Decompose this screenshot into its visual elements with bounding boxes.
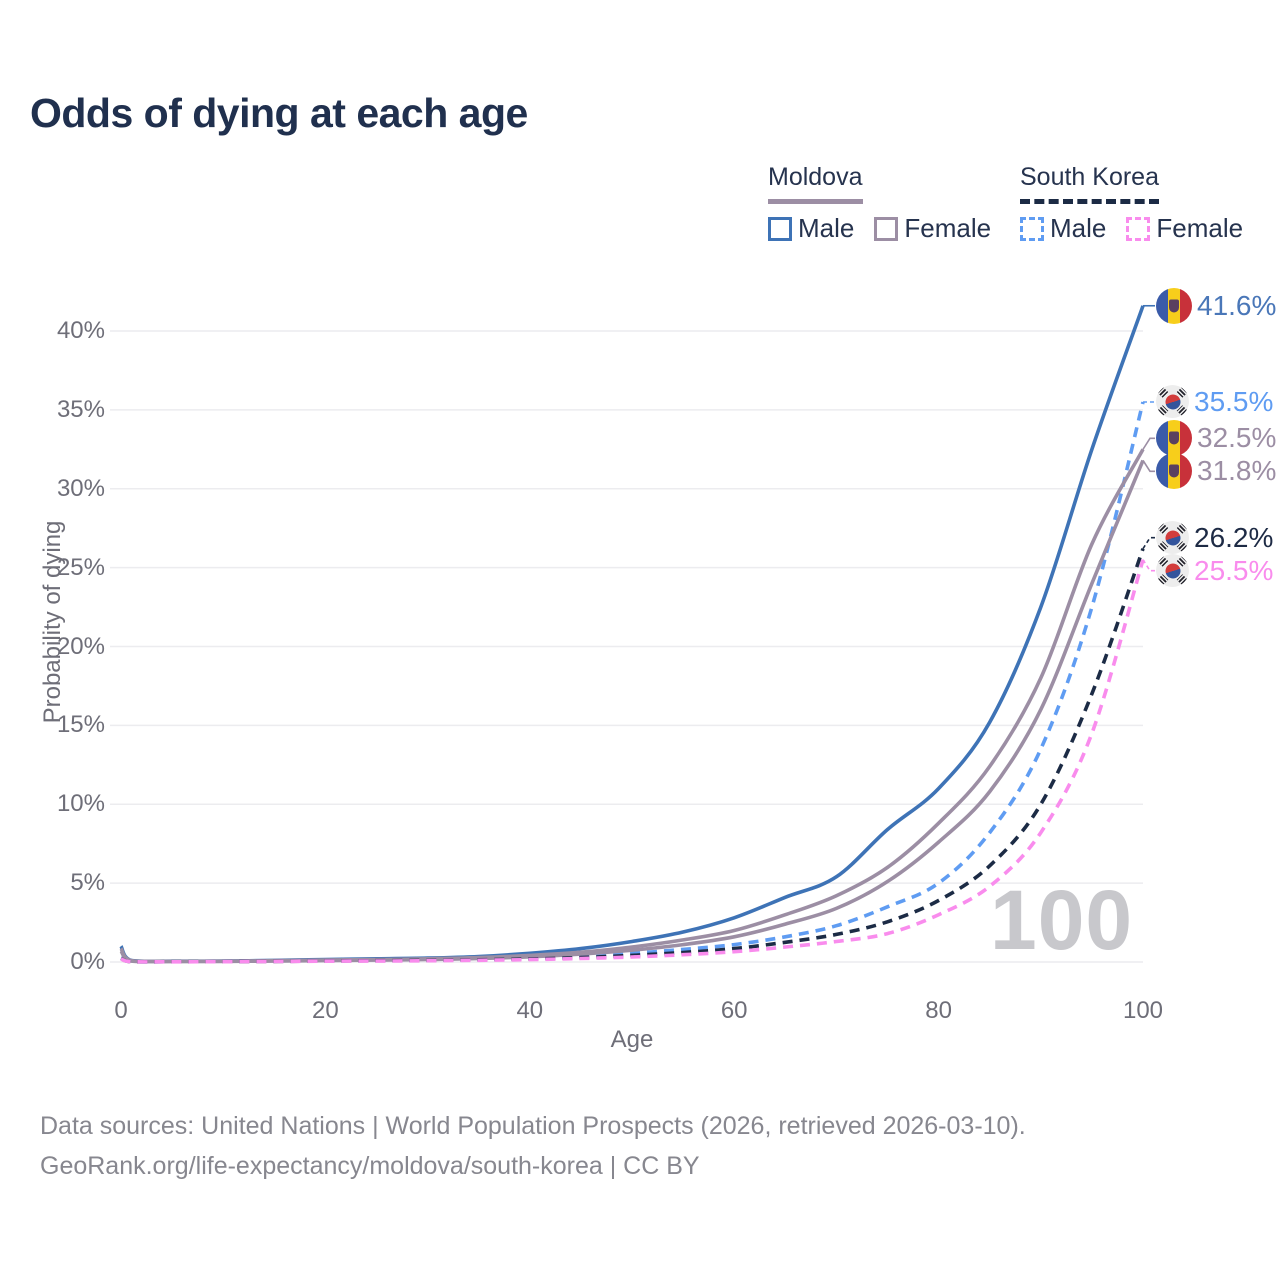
x-axis-title: Age (610, 1026, 654, 1053)
x-tick-label: 0 (114, 997, 128, 1024)
legend-group-moldova: Moldova Male Female (768, 163, 991, 244)
y-tick-label: 40% (56, 317, 105, 344)
legend-items-south-korea: Male Female (1020, 213, 1243, 244)
x-tick-label: 20 (312, 997, 339, 1024)
footer-sources: Data sources: United Nations | World Pop… (40, 1112, 1026, 1140)
korea-male-swatch-icon (1020, 216, 1044, 241)
leader-line (1142, 459, 1155, 473)
legend-item-moldova-female[interactable]: Female (874, 213, 991, 244)
legend-item-moldova-male[interactable]: Male (768, 213, 854, 244)
x-tick-label: 60 (720, 997, 748, 1024)
legend-item-korea-female[interactable]: Female (1126, 213, 1243, 244)
y-tick-label: 30% (56, 474, 105, 502)
y-tick-label: 10% (56, 790, 105, 818)
end-label-south-korea-both-sexes: 26.2% (1156, 519, 1273, 557)
end-label-south-korea-male: 35.5% (1156, 383, 1273, 421)
legend-label: Male (798, 213, 855, 243)
legend-header-south-korea[interactable]: South Korea (1020, 163, 1159, 204)
x-tick-label: 80 (925, 997, 952, 1024)
legend-group-south-korea: South Korea Male Female (1020, 163, 1243, 244)
legend-label: Female (904, 213, 992, 243)
legend-label: Male (1050, 213, 1107, 243)
end-value-label: 25.5% (1194, 554, 1274, 586)
age-watermark: 100 (990, 873, 1134, 967)
end-label-south-korea-female: 25.5% (1156, 552, 1273, 590)
end-label-moldova-both-sexes: 32.5% (1156, 419, 1276, 457)
end-value-label: 31.8% (1197, 455, 1277, 487)
y-tick-label: 35% (56, 395, 105, 423)
y-tick-label: 5% (70, 869, 105, 897)
leader-line (1142, 437, 1155, 450)
y-tick-label: 20% (56, 632, 105, 660)
south-korea-flag-icon (1156, 385, 1189, 419)
footer-attribution: GeoRank.org/life-expectancy/moldova/sout… (40, 1152, 700, 1180)
end-value-label: 41.6% (1197, 289, 1277, 321)
footer: Data sources: United Nations | World Pop… (40, 1106, 1026, 1186)
series-line-moldova-male[interactable] (119, 305, 1145, 964)
south-korea-flag-icon (1156, 521, 1189, 555)
legend-label: Female (1156, 213, 1244, 243)
y-axis-title: Probability of dying (39, 520, 66, 724)
end-label-moldova-female: 31.8% (1156, 452, 1276, 490)
leader-line (1142, 559, 1155, 572)
x-tick-label: 40 (516, 997, 544, 1024)
legend-header-moldova[interactable]: Moldova (768, 163, 863, 204)
chart-title: Odds of dying at each age (30, 90, 528, 136)
korea-female-swatch-icon (1126, 216, 1151, 241)
end-value-label: 32.5% (1197, 422, 1277, 454)
legend-items-moldova: Male Female (768, 213, 991, 244)
south-korea-flag-icon (1156, 554, 1189, 588)
y-tick-label: 0% (70, 948, 105, 975)
end-value-label: 26.2% (1194, 521, 1274, 553)
moldova-female-swatch-icon (874, 216, 899, 241)
moldova-flag-icon (1156, 420, 1192, 457)
y-tick-label: 25% (56, 553, 105, 581)
y-tick-label: 15% (56, 711, 105, 739)
legend-item-korea-male[interactable]: Male (1020, 213, 1106, 244)
end-value-label: 35.5% (1194, 385, 1274, 417)
moldova-flag-icon (1156, 453, 1192, 490)
moldova-male-swatch-icon (768, 216, 792, 241)
x-tick-label: 100 (1122, 997, 1164, 1024)
moldova-flag-icon (1156, 287, 1192, 324)
end-label-moldova-male: 41.6% (1156, 287, 1276, 325)
leader-line (1142, 536, 1155, 550)
